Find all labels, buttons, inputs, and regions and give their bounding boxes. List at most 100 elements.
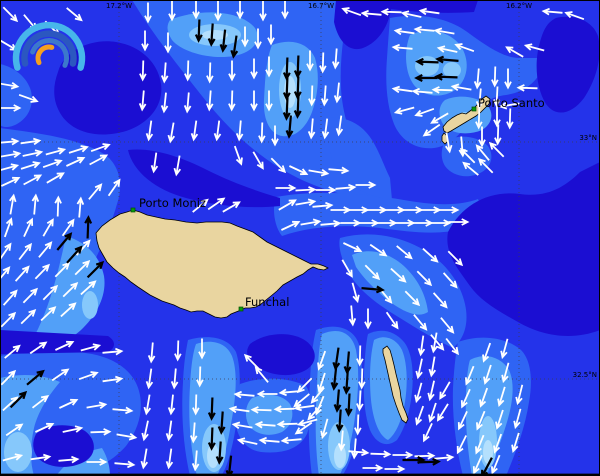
wind-arrow-white <box>78 371 99 381</box>
wind-arrow-white <box>252 151 264 170</box>
wind-arrow-white <box>515 384 524 406</box>
wind-arrow-white <box>40 306 57 322</box>
island-desertas <box>382 345 409 424</box>
wind-speed-band-L2 <box>328 117 392 200</box>
wind-arrow-white <box>312 201 334 210</box>
wind-arrow-white <box>462 161 479 176</box>
wind-arrow-white <box>80 280 97 296</box>
wind-arrow-white <box>271 125 279 147</box>
wind-arrow-white <box>250 406 272 414</box>
wind-arrow-white <box>107 178 121 197</box>
wind-arrow-white <box>0 137 20 146</box>
wind-arrow-white <box>205 90 214 112</box>
wind-arrow-white <box>42 159 63 169</box>
wind-arrow-white <box>337 430 346 452</box>
wind-arrow-white <box>404 290 421 307</box>
wind-arrow-black <box>417 457 441 466</box>
wind-arrow-white <box>165 448 174 470</box>
wind-arrow-white <box>51 368 70 382</box>
wind-arrow-black <box>342 371 351 395</box>
wind-arrow-white <box>493 433 503 454</box>
wind-arrow-white <box>145 120 154 142</box>
wind-arrow-white <box>505 46 524 58</box>
wind-arrow-white <box>504 68 512 90</box>
wind-arrow-black <box>219 29 228 53</box>
wind-arrow-white <box>414 452 436 460</box>
wind-arrow-white <box>0 104 22 112</box>
wind-arrow-white <box>523 43 545 52</box>
wind-speed-band-L4 <box>4 432 32 472</box>
wind-arrow-white <box>511 432 520 454</box>
wind-arrow-black <box>361 285 385 294</box>
wind-arrow-white <box>42 218 54 237</box>
wind-arrow-white <box>267 24 275 46</box>
longitude-label: 16.7°W <box>308 2 334 10</box>
wind-arrow-white <box>273 405 295 413</box>
wind-arrow-white <box>430 219 452 227</box>
wind-arrow-white <box>516 84 538 92</box>
rainbow-arcs-logo <box>35 44 55 66</box>
wind-arrow-white <box>18 242 33 261</box>
wind-arrow-white <box>317 372 326 393</box>
wind-arrow-white <box>413 314 428 331</box>
wind-arrow-white <box>102 375 124 384</box>
wind-arrow-white <box>295 198 317 207</box>
wind-arrow-white <box>506 108 514 130</box>
wind-arrow-white <box>138 90 147 112</box>
wind-arrow-white <box>428 356 437 378</box>
wind-speed-band-L0 <box>447 162 600 336</box>
wind-speed-band-L0 <box>334 0 392 50</box>
wind-arrow-white <box>164 32 172 54</box>
wind-arrow-white <box>141 30 149 52</box>
wind-arrow-white <box>476 410 486 431</box>
wind-arrow-white <box>76 196 85 218</box>
wind-arrow-white <box>513 408 522 430</box>
wind-arrow-black <box>217 411 226 435</box>
wind-arrow-white <box>8 193 17 215</box>
wind-arrow-white <box>62 425 84 433</box>
wind-arrow-white <box>213 120 222 142</box>
place-label-funchal: Funchal <box>245 295 289 309</box>
wind-arrow-white <box>335 183 357 192</box>
wind-arrow-white <box>140 448 149 470</box>
wind-arrow-white <box>392 451 414 459</box>
city-dot-funchal <box>238 306 244 312</box>
wind-arrow-white <box>488 141 505 158</box>
wind-arrow-white <box>23 174 43 186</box>
wind-arrow-white <box>222 201 241 213</box>
wind-arrow-white <box>35 422 55 433</box>
wind-arrow-black <box>335 409 344 433</box>
wind-arrow-white <box>250 58 258 80</box>
wind-arrow-white <box>430 334 445 351</box>
wind-arrow-white <box>320 418 329 440</box>
wind-arrow-white <box>192 0 200 20</box>
wind-arrow-white <box>478 126 486 148</box>
wind-arrow-white <box>58 455 80 464</box>
wind-speed-band-L5 <box>207 444 219 468</box>
wind-arrow-white <box>62 282 79 298</box>
wind-arrow-white <box>396 245 413 260</box>
wind-arrow-black <box>330 367 339 391</box>
wind-arrow-white <box>364 264 381 281</box>
wind-arrow-white <box>477 157 494 174</box>
wind-arrow-white <box>66 156 86 167</box>
rainbow-arcs-logo <box>12 21 86 71</box>
wind-arrow-white <box>258 436 280 445</box>
wind-arrow-white <box>86 401 108 410</box>
wind-arrow-white <box>29 341 48 355</box>
wind-arrow-white <box>362 464 384 472</box>
wind-arrow-white <box>341 7 362 17</box>
wind-arrow-white <box>61 218 75 237</box>
wind-arrow-white <box>54 195 62 217</box>
wind-arrow-white <box>422 423 433 443</box>
wind-arrow-white <box>102 347 124 356</box>
wind-arrow-white <box>308 168 330 177</box>
wind-arrow-white <box>355 181 377 189</box>
wind-arrow-white <box>341 259 353 278</box>
wind-arrow-white <box>236 0 244 20</box>
wind-arrow-white <box>34 263 50 280</box>
wind-arrow-white <box>541 7 563 16</box>
wind-arrow-white <box>228 60 236 82</box>
wind-speed-band-L4 <box>82 291 98 319</box>
wind-arrow-black <box>66 245 83 264</box>
